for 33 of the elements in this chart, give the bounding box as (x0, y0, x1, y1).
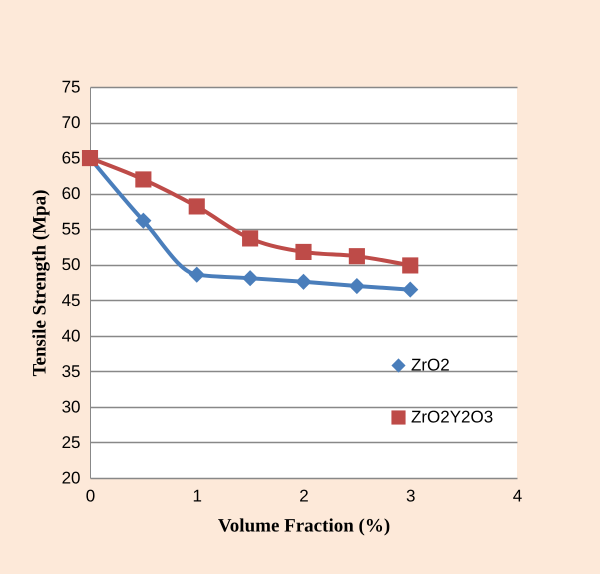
x-tick-label: 3 (406, 486, 416, 506)
y-tick-label: 65 (62, 148, 80, 168)
x-axis-title: Volume Fraction (%) (218, 516, 390, 536)
y-axis-title: Tensile Strength (Mpa) (30, 190, 51, 376)
y-tick-label: 55 (62, 220, 80, 239)
y-tick-label: 30 (62, 397, 80, 416)
point (295, 244, 312, 260)
point (402, 257, 418, 274)
point (402, 282, 418, 298)
y-tick-label: 75 (62, 78, 80, 96)
y-tick-label: 50 (62, 255, 80, 274)
point (188, 198, 205, 214)
x-tick-label: 2 (299, 486, 309, 506)
y-tick-label: 70 (62, 113, 80, 132)
legend-label: ZrO2 (411, 356, 450, 374)
y-tick-label: 40 (62, 326, 80, 346)
point (188, 266, 205, 283)
point (242, 230, 258, 246)
x-tick-label: 1 (192, 486, 202, 506)
x-tick-label: 0 (86, 486, 96, 506)
point (135, 171, 152, 188)
x-tick-label: 4 (512, 486, 522, 506)
point (348, 248, 365, 264)
point (135, 212, 152, 229)
point (348, 278, 365, 294)
y-tick-label: 45 (62, 290, 80, 310)
y-tick-label: 35 (62, 362, 80, 381)
legend-label: ZrO2Y2O3 (411, 408, 494, 426)
y-tick-label: 20 (62, 468, 80, 488)
y-tick-label: 60 (62, 184, 80, 204)
point (295, 274, 312, 290)
point (242, 270, 258, 286)
y-tick-label: 25 (62, 432, 80, 452)
